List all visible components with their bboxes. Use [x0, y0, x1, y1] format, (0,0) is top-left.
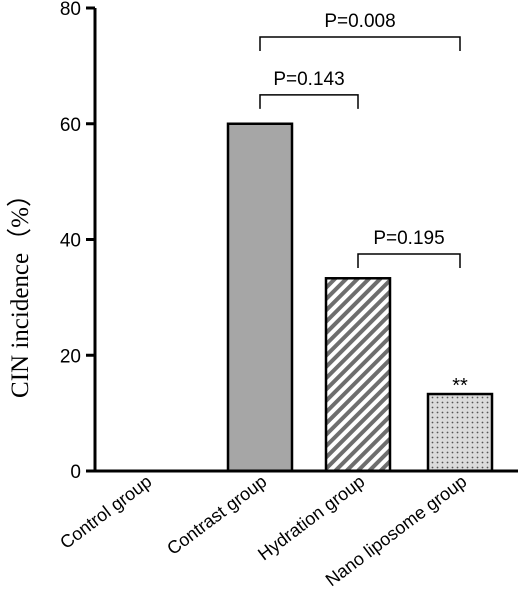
x-tick-label: Contrast group	[163, 471, 270, 559]
x-tick-label: Hydration group	[254, 471, 368, 564]
significance-bracket	[259, 36, 461, 51]
y-tick-label: 40	[60, 231, 81, 252]
y-ticks: 0 20 40 60 80	[60, 0, 95, 483]
bar-contrast-group	[226, 122, 294, 473]
bars	[226, 122, 494, 473]
significance-bracket	[357, 253, 461, 268]
significance-bracket	[259, 94, 359, 109]
p-value-label: P=0.143	[273, 69, 344, 90]
bar-hydration-group	[324, 277, 392, 473]
y-axis-label: CIN incidence（%）	[6, 182, 34, 398]
y-tick-label: 0	[70, 462, 81, 483]
p-value-label: P=0.008	[324, 11, 395, 32]
y-tick-label: 20	[60, 346, 81, 367]
significance-brackets: P=0.008 P=0.143 P=0.195	[259, 11, 461, 268]
p-value-label: P=0.195	[373, 228, 444, 249]
x-tick-label: Control group	[56, 471, 155, 553]
y-tick-label: 80	[60, 0, 81, 20]
significance-marker: **	[452, 375, 468, 397]
y-tick-label: 60	[60, 115, 81, 136]
annotations: **	[452, 375, 468, 397]
bar-nano-liposome-group	[426, 392, 494, 473]
